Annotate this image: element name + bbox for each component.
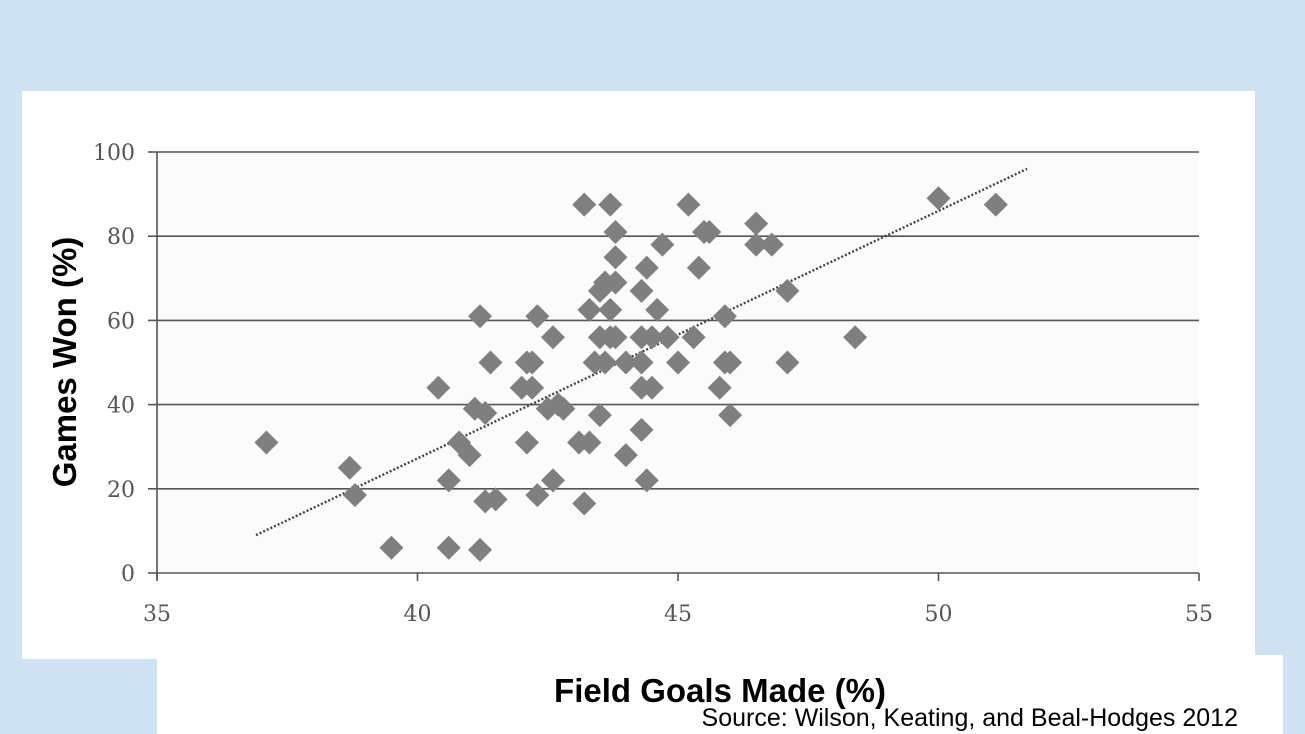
data-point [520,350,545,375]
data-point [593,350,618,375]
data-point [712,304,737,329]
data-point [520,375,545,400]
y-axis-title: Games Won (%) [46,236,83,488]
data-point [926,186,951,211]
y-tick-label: 80 [107,225,135,250]
x-tick-label: 50 [925,602,953,627]
x-tick-label: 40 [404,602,432,627]
y-tick-label: 40 [107,394,135,419]
y-tick-label: 20 [107,478,135,503]
data-point [473,401,498,426]
data-point [645,297,670,322]
data-point [639,375,664,400]
data-point [707,375,732,400]
data-point [603,325,628,350]
x-tick-label: 45 [664,602,692,627]
data-point [744,232,769,257]
data-point [843,325,868,350]
x-tick-label: 35 [143,602,171,627]
data-point [697,219,722,244]
data-point [337,455,362,480]
data-point [639,325,664,350]
data-point [436,468,461,493]
y-tick-label: 100 [93,141,135,166]
data-point [572,491,597,516]
data-point [655,325,680,350]
data-point [514,430,539,455]
data-point [551,396,576,421]
data-point [686,255,711,280]
data-point [587,403,612,428]
data-point [603,219,628,244]
data-point [718,350,743,375]
data-point [540,468,565,493]
axes: 0 20 40 60 80 100 35 40 45 50 55 [93,141,1213,627]
data-point [629,417,654,442]
caption-panel [157,655,1283,734]
source-caption: Source: Wilson, Keating, and Beal-Hodges… [701,704,1238,732]
data-point [744,211,769,236]
data-point [436,535,461,560]
data-point [650,232,675,257]
data-point [775,278,800,303]
data-point [629,278,654,303]
data-point [775,350,800,375]
data-point [718,403,743,428]
data-point [426,375,451,400]
x-tick-label: 55 [1185,602,1213,627]
data-point [613,443,638,468]
data-point [525,304,550,329]
data-point [540,325,565,350]
data-point [342,483,367,508]
data-point [598,297,623,322]
data-point [676,192,701,217]
data-point [478,350,503,375]
data-point [629,350,654,375]
data-point [483,487,508,512]
data-point [681,325,706,350]
data-point [577,297,602,322]
data-points [254,186,1008,562]
y-tick-label: 60 [107,309,135,334]
data-point [468,537,493,562]
data-point [634,255,659,280]
data-point [759,232,784,257]
x-axis-title: Field Goals Made (%) [554,672,886,709]
data-point [598,192,623,217]
y-tick-label: 0 [121,562,135,587]
data-point [577,430,602,455]
data-point [457,443,482,468]
data-point [572,192,597,217]
data-point [254,430,279,455]
data-point [666,350,690,375]
data-point [613,350,638,375]
data-point [379,535,404,560]
data-point [468,304,493,329]
data-point [634,468,659,493]
data-point [525,483,550,508]
data-point [603,245,628,270]
data-point [603,270,628,295]
data-point [983,192,1008,217]
